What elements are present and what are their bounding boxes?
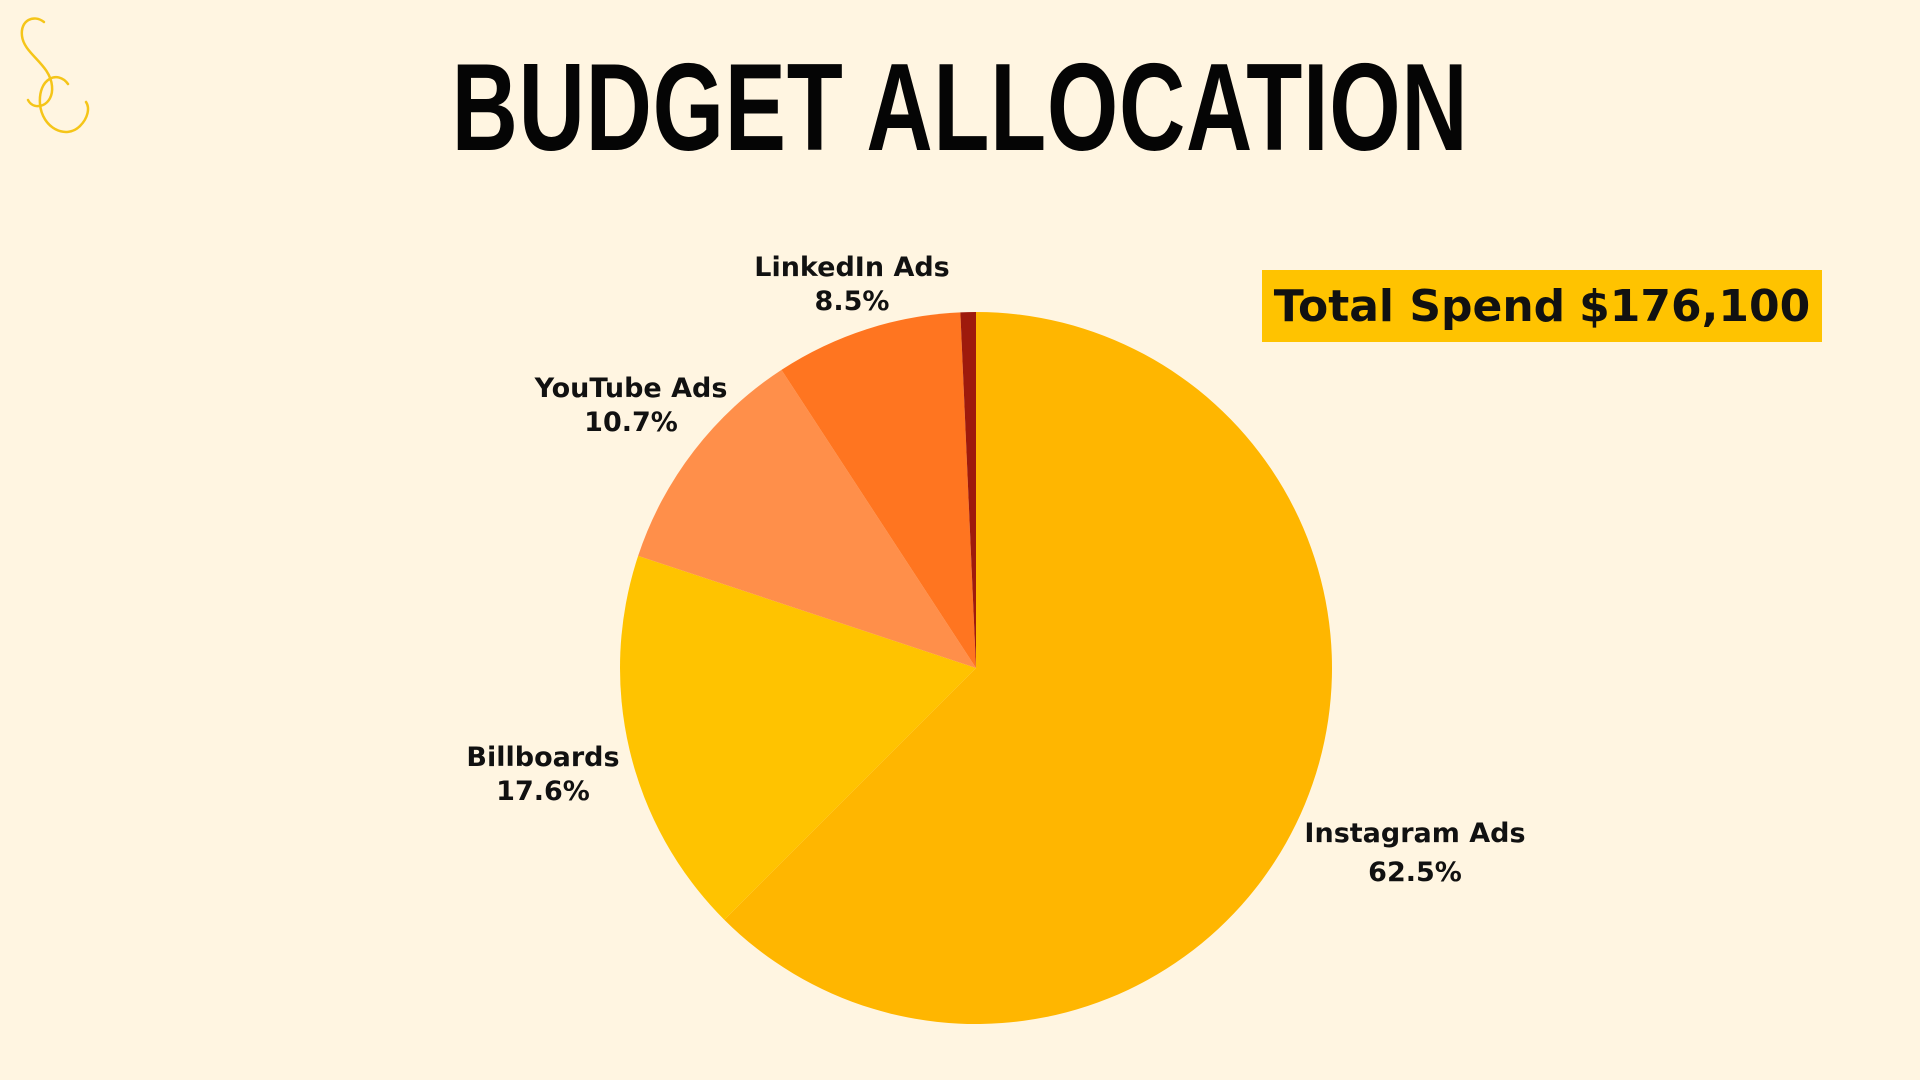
total-spend-value: $176,100 xyxy=(1579,280,1811,332)
page-title: BUDGET ALLOCATION xyxy=(451,39,1469,177)
slice-label-name: Billboards xyxy=(466,742,619,773)
sc-monogram-logo xyxy=(20,17,90,134)
slice-label-percent: 8.5% xyxy=(815,286,890,317)
slice-label-percent: 10.7% xyxy=(584,407,678,438)
slice-label-name: LinkedIn Ads xyxy=(754,252,950,283)
pie-slices xyxy=(619,311,1332,1024)
slice-label-percent: 17.6% xyxy=(496,776,590,807)
slice-label-billboards: Billboards 17.6% xyxy=(466,742,619,807)
total-spend-badge: Total Spend $176,100 xyxy=(1262,270,1822,342)
pie-slice-youtube-ads xyxy=(638,369,976,668)
pie-slice-billboards xyxy=(619,555,976,920)
pie-slice-other-4 xyxy=(960,311,976,668)
pie-slice-instagram-ads xyxy=(724,312,1332,1024)
slice-label-instagram: Instagram Ads 62.5% xyxy=(1304,818,1525,888)
slice-label-percent: 62.5% xyxy=(1368,857,1462,888)
logo-c-stroke xyxy=(38,75,90,134)
pie-slice-linkedin-ads xyxy=(781,312,976,668)
logo-s-stroke xyxy=(20,17,54,108)
slice-label-name: YouTube Ads xyxy=(534,373,728,404)
slice-label-linkedin: LinkedIn Ads 8.5% xyxy=(754,252,950,317)
slice-label-name: Instagram Ads xyxy=(1304,818,1525,849)
total-spend-label: Total Spend xyxy=(1273,280,1566,332)
slice-label-youtube: YouTube Ads 10.7% xyxy=(534,373,728,438)
